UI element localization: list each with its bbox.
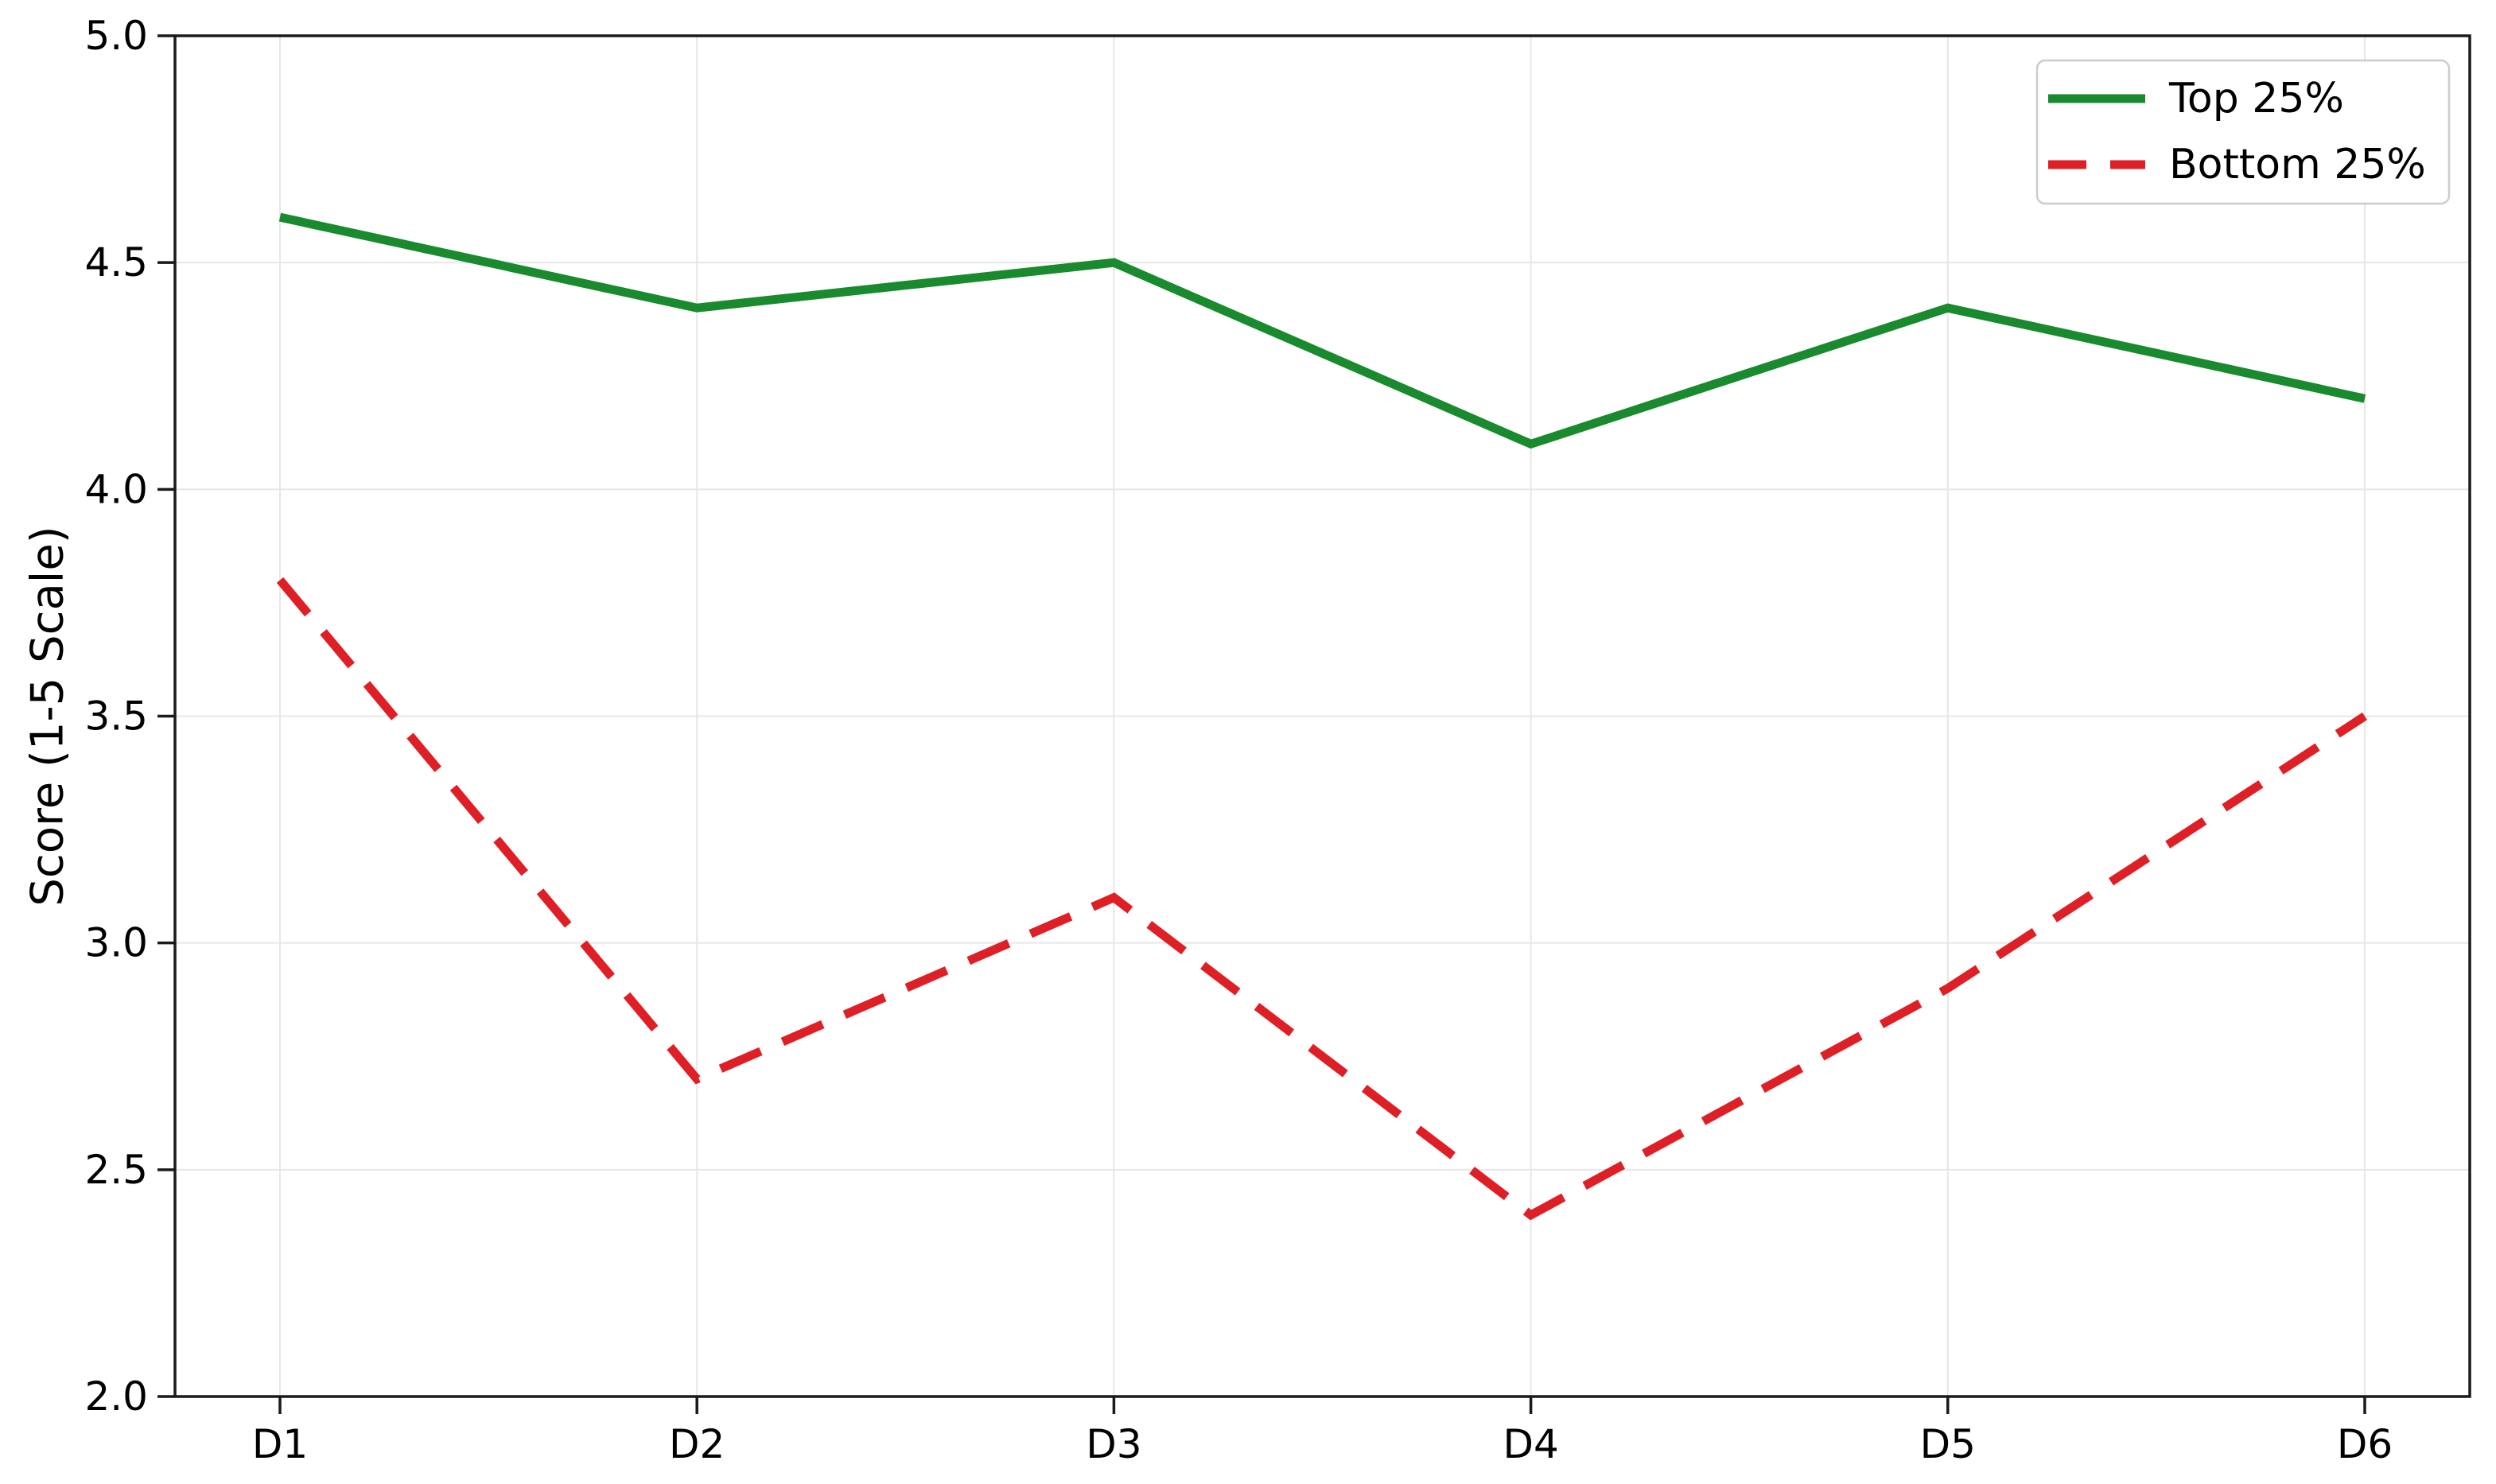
y-tick-label: 3.0	[84, 920, 148, 966]
x-tick-label: D6	[2337, 1421, 2393, 1467]
y-tick-label: 5.0	[84, 13, 148, 59]
y-tick-label: 4.5	[84, 239, 148, 286]
y-tick-label: 2.5	[84, 1147, 148, 1193]
legend-label: Top 25%	[2168, 75, 2344, 122]
x-tick-label: D1	[252, 1421, 308, 1467]
series-line-bottom-25-	[276, 577, 2368, 1221]
x-tick-label: D4	[1503, 1421, 1558, 1467]
y-tick-label: 2.0	[84, 1373, 148, 1420]
y-tick-label: 4.0	[84, 466, 148, 512]
series-line-top-25-	[278, 212, 2366, 449]
y-axis-label: Score (1-5 Scale)	[22, 526, 74, 906]
x-tick-label: D3	[1086, 1421, 1141, 1467]
legend-label: Bottom 25%	[2169, 141, 2426, 188]
x-tick-label: D2	[669, 1421, 725, 1467]
x-tick-label: D5	[1920, 1421, 1976, 1467]
y-tick-label: 3.5	[84, 693, 148, 740]
